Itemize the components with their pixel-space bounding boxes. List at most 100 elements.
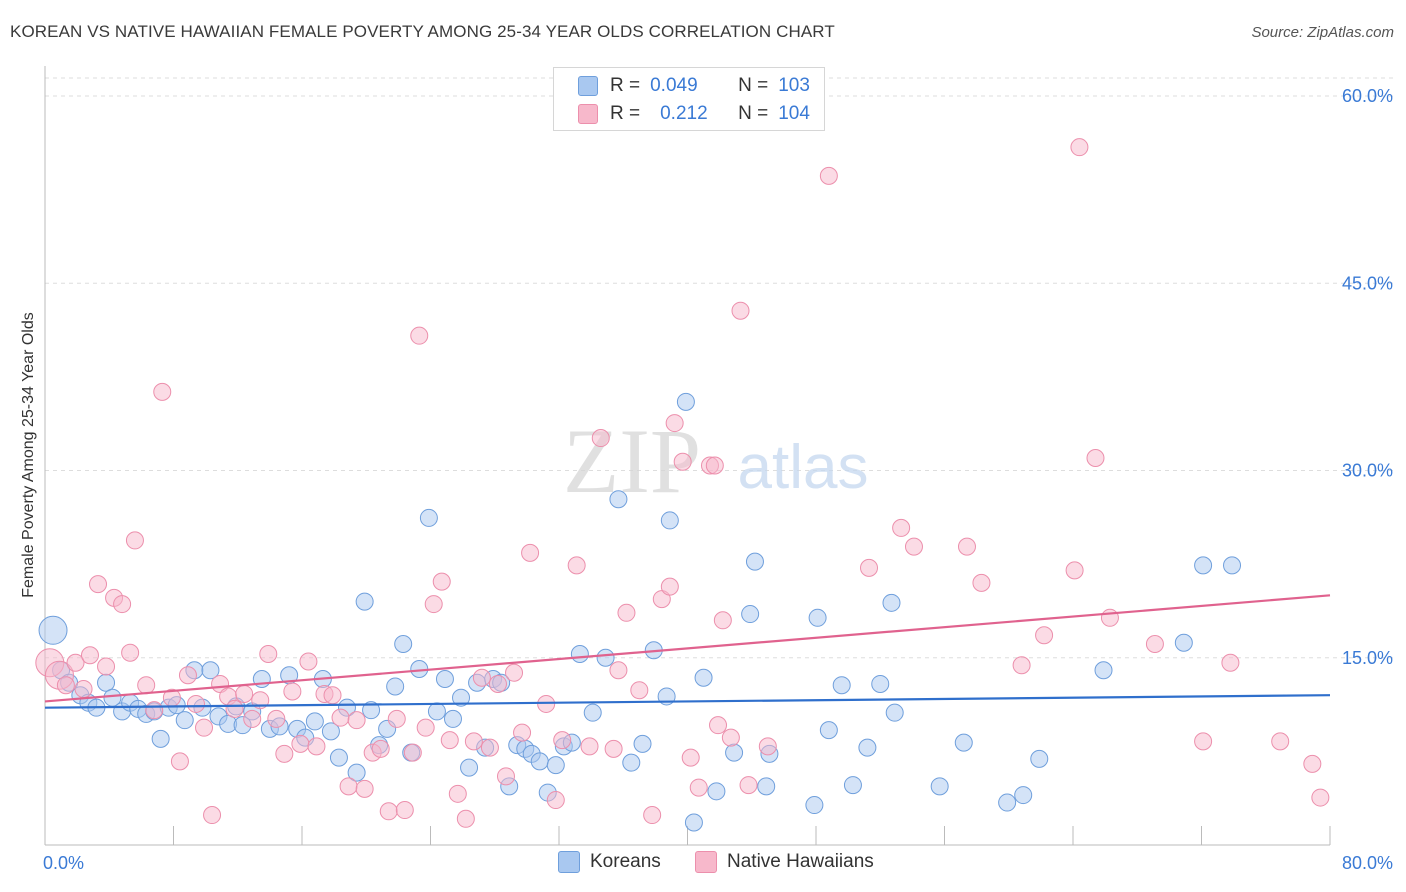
hawaiian-point xyxy=(225,699,244,718)
hawaiian-point xyxy=(513,723,532,742)
legend-item-koreans[interactable]: Koreans xyxy=(558,851,661,873)
hawaiian-point xyxy=(299,652,318,671)
korean-point xyxy=(362,701,381,720)
koreans-legend-label: Koreans xyxy=(590,851,661,872)
hawaiian-point xyxy=(673,452,692,471)
hawaiians-r-label: R = xyxy=(610,103,641,124)
hawaiian-point xyxy=(97,657,116,676)
hawaiian-point xyxy=(713,611,732,630)
korean-point xyxy=(930,777,949,796)
chart-source: Source: ZipAtlas.com xyxy=(1251,24,1394,41)
korean-point xyxy=(725,743,744,762)
hawaiian-point xyxy=(291,734,310,753)
correlation-legend: R = 0.049 N = 103 R = 0.212 N = 104 xyxy=(553,67,825,131)
hawaiian-point xyxy=(630,681,649,700)
korean-point xyxy=(583,703,602,722)
hawaiian-point xyxy=(892,518,911,537)
hawaiians-n-value: 104 xyxy=(778,103,810,124)
y-tick-label: 30.0% xyxy=(1342,461,1393,481)
hawaiian-point xyxy=(145,701,164,720)
watermark-atlas: atlas xyxy=(738,433,869,502)
korean-point xyxy=(151,729,170,748)
hawaiians-r-value: 0.212 xyxy=(660,103,708,124)
korean-point xyxy=(871,674,890,693)
korean-point xyxy=(452,688,471,707)
korean-point xyxy=(684,813,703,832)
hawaiian-point xyxy=(178,666,197,685)
hawaiian-point xyxy=(609,661,628,680)
hawaiian-point xyxy=(731,301,750,320)
legend-item-hawaiians[interactable]: Native Hawaiians xyxy=(695,851,874,873)
hawaiian-point xyxy=(339,777,358,796)
hawaiian-point xyxy=(546,791,565,810)
koreans-legend-swatch xyxy=(558,851,580,873)
hawaiian-point xyxy=(1194,732,1213,751)
hawaiian-point xyxy=(472,668,491,687)
hawaiian-point xyxy=(1035,626,1054,645)
hawaiian-point xyxy=(66,653,85,672)
korean-point xyxy=(1194,556,1213,575)
hawaiian-point xyxy=(1145,635,1164,654)
hawaiian-point xyxy=(170,752,189,771)
korean-point xyxy=(355,592,374,611)
hawaiian-point xyxy=(496,767,515,786)
hawaiian-point xyxy=(689,778,708,797)
hawaiians-trend-line xyxy=(44,594,1331,703)
y-tick-label: 15.0% xyxy=(1342,648,1393,668)
hawaiians-n-label: N = xyxy=(738,103,769,124)
hawaiian-point xyxy=(153,382,172,401)
korean-point xyxy=(694,668,713,687)
hawaiian-point xyxy=(660,577,679,596)
korean-point xyxy=(676,392,695,411)
korean-point xyxy=(1014,786,1033,805)
hawaiian-point xyxy=(195,718,214,737)
hawaiian-point xyxy=(1100,608,1119,627)
hawaiian-point xyxy=(424,595,443,614)
hawaiian-point xyxy=(860,558,879,577)
hawaiian-point xyxy=(488,674,507,693)
hawaiian-point xyxy=(758,737,777,756)
korean-point xyxy=(1030,749,1049,768)
hawaiian-point xyxy=(448,784,467,803)
hawaiian-point xyxy=(972,573,991,592)
korean-point xyxy=(570,645,589,664)
korean-point xyxy=(609,490,628,509)
korean-point xyxy=(1174,633,1193,652)
hawaiian-point xyxy=(456,809,475,828)
hawaiian-point xyxy=(371,739,390,758)
korean-point xyxy=(1223,556,1242,575)
hawaiian-point xyxy=(125,531,144,550)
korean-point xyxy=(1094,661,1113,680)
hawaiian-point xyxy=(617,603,636,622)
hawaiian-point xyxy=(464,732,483,751)
hawaiian-point xyxy=(904,537,923,556)
hawaiian-point xyxy=(283,682,302,701)
korean-point xyxy=(858,738,877,757)
korean-point xyxy=(460,758,479,777)
korean-point xyxy=(741,605,760,624)
y-tick-label: 45.0% xyxy=(1342,273,1393,293)
hawaiian-point xyxy=(121,643,140,662)
hawaiian-point xyxy=(74,679,93,698)
korean-point xyxy=(805,796,824,815)
hawaiian-point xyxy=(379,802,398,821)
koreans-n-value: 103 xyxy=(778,75,810,96)
hawaiian-point xyxy=(1221,653,1240,672)
hawaiian-point xyxy=(521,543,540,562)
hawaiian-point xyxy=(681,748,700,767)
hawaiian-point xyxy=(580,737,599,756)
korean-point xyxy=(321,722,340,741)
hawaiian-point xyxy=(331,708,350,727)
hawaiian-point xyxy=(591,429,610,448)
korean-point xyxy=(843,776,862,795)
x-tick-label: 0.0% xyxy=(43,853,84,873)
korean-point xyxy=(201,661,220,680)
koreans-trend-line xyxy=(44,694,1331,709)
hawaiian-point xyxy=(137,676,156,695)
hawaiian-point xyxy=(89,575,108,594)
hawaiian-point xyxy=(387,709,406,728)
hawaiian-point xyxy=(1271,732,1290,751)
korean-point xyxy=(832,676,851,695)
korean-point xyxy=(882,593,901,612)
hawaiian-point xyxy=(604,739,623,758)
